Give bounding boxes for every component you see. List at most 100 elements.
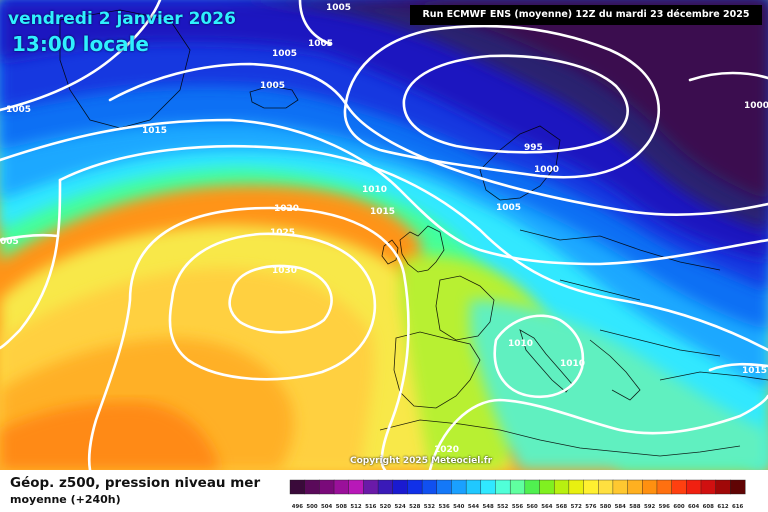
isobar-label-005: 005 xyxy=(0,237,19,247)
isobar-label-1010: 1010 xyxy=(362,185,387,195)
color-scale-label: 524 xyxy=(394,504,406,510)
isobar-1015 xyxy=(58,144,768,352)
color-swatch xyxy=(642,479,658,495)
color-swatch xyxy=(407,479,423,495)
isobar-995 xyxy=(402,54,629,154)
north-africa-coast xyxy=(379,419,741,457)
color-swatch xyxy=(465,479,482,495)
color-swatch xyxy=(436,479,452,495)
legend-footer: Géop. z500, pression niveau mer moyenne … xyxy=(0,470,768,512)
color-swatch xyxy=(656,479,673,495)
isobar-label-1005-f: 1005 xyxy=(496,203,521,213)
legend-subtitle: moyenne (+240h) xyxy=(10,493,121,506)
color-scale-label: 604 xyxy=(688,504,700,510)
isobar-label-1015: 1015 xyxy=(370,207,395,217)
color-scale-label: 516 xyxy=(365,504,377,510)
color-swatch xyxy=(495,479,511,495)
color-scale-label: 568 xyxy=(556,504,568,510)
color-swatch xyxy=(627,479,643,495)
color-scale-label: 592 xyxy=(644,504,656,510)
iberia-coast xyxy=(393,331,481,409)
forecast-time: 13:00 locale xyxy=(12,32,149,56)
isobar-1010-south xyxy=(428,394,768,470)
color-scale-label: 564 xyxy=(541,504,553,510)
isobar-label-group: 1030 1025 1020 1020 1015 1015 1015 1010 … xyxy=(0,3,768,455)
color-scale-label: 588 xyxy=(629,504,641,510)
ireland-coast xyxy=(381,239,399,265)
color-swatch xyxy=(730,479,746,495)
isobar-label-1005-top: 1005 xyxy=(326,3,351,13)
color-scale-label: 580 xyxy=(600,504,612,510)
legend-title: Géop. z500, pression niveau mer xyxy=(10,475,261,491)
isobar-1020 xyxy=(87,206,410,470)
color-swatch xyxy=(671,479,687,495)
isobar-label-1000-east: 1000 xyxy=(744,101,768,111)
isobar-1000 xyxy=(343,24,661,179)
isobar-label-1005-e: 1005 xyxy=(6,105,31,115)
isobar-label-1005-b: 1005 xyxy=(308,39,333,49)
color-swatch xyxy=(539,479,555,495)
color-scale-label: 608 xyxy=(703,504,715,510)
isobar-1030 xyxy=(228,264,333,334)
color-swatch xyxy=(524,479,541,495)
isobar-label-995: 995 xyxy=(524,143,543,153)
color-swatch xyxy=(568,479,585,495)
color-scale-label: 508 xyxy=(336,504,348,510)
color-scale-label: 504 xyxy=(321,504,333,510)
color-swatch xyxy=(509,479,526,495)
isobar-label-1015-west: 1015 xyxy=(142,126,167,136)
isobar-1000-east xyxy=(688,71,768,82)
color-scale-label: 576 xyxy=(585,504,597,510)
coastlines xyxy=(59,9,768,457)
copyright-notice: Copyright 2025 Meteociel.fr xyxy=(350,456,493,466)
isobar-label-1000: 1000 xyxy=(534,165,559,175)
color-swatch xyxy=(421,479,438,495)
color-scale-label: 548 xyxy=(483,504,495,510)
color-scale-label: 544 xyxy=(468,504,480,510)
color-scale-label: 556 xyxy=(512,504,524,510)
isobar-label-1005-c: 1005 xyxy=(272,49,297,59)
color-scale-label: 496 xyxy=(292,504,304,510)
color-swatch xyxy=(686,479,702,495)
iceland-coast xyxy=(249,85,299,109)
color-swatch xyxy=(583,479,599,495)
isobar-label-1020-south: 1020 xyxy=(434,445,459,455)
color-swatch xyxy=(612,479,629,495)
color-scale-label: 528 xyxy=(409,504,421,510)
weather-map: 1030 1025 1020 1020 1015 1015 1015 1010 … xyxy=(0,0,768,470)
color-swatch xyxy=(700,479,717,495)
color-scale-label: 596 xyxy=(659,504,671,510)
color-scale-label: 520 xyxy=(380,504,392,510)
color-scale-label: 500 xyxy=(306,504,318,510)
geopotential-field xyxy=(0,0,768,470)
isobar-1005-mid xyxy=(108,62,768,216)
color-swatch xyxy=(377,479,394,495)
color-scale-label: 536 xyxy=(438,504,450,510)
isobar-1005-left xyxy=(0,233,60,242)
color-scale-label: 560 xyxy=(527,504,539,510)
color-swatch xyxy=(319,479,335,495)
isobar-1005-topmid xyxy=(298,0,332,46)
isobar-label-1005-d: 1005 xyxy=(260,81,285,91)
color-swatch xyxy=(333,479,350,495)
eastern-europe-borders xyxy=(519,229,721,357)
france-coast xyxy=(435,275,495,341)
color-swatch xyxy=(304,479,320,495)
isobars xyxy=(0,0,768,470)
isobar-label-1010-med: 1010 xyxy=(508,339,533,349)
color-swatch xyxy=(480,479,496,495)
color-scale-label: 540 xyxy=(453,504,465,510)
isobar-1025 xyxy=(168,232,377,381)
color-swatch xyxy=(289,479,306,495)
color-scale-label: 572 xyxy=(571,504,583,510)
color-scale-label: 616 xyxy=(732,504,744,510)
scandinavia-coast xyxy=(479,125,561,201)
run-info-banner: Run ECMWF ENS (moyenne) 12Z du mardi 23 … xyxy=(410,5,762,25)
color-scale-label: 532 xyxy=(424,504,436,510)
isobar-label-1025: 1025 xyxy=(270,228,295,238)
british-isles-coast xyxy=(399,225,445,273)
color-scale-label: 584 xyxy=(615,504,627,510)
color-swatch xyxy=(598,479,614,495)
color-swatch xyxy=(553,479,570,495)
